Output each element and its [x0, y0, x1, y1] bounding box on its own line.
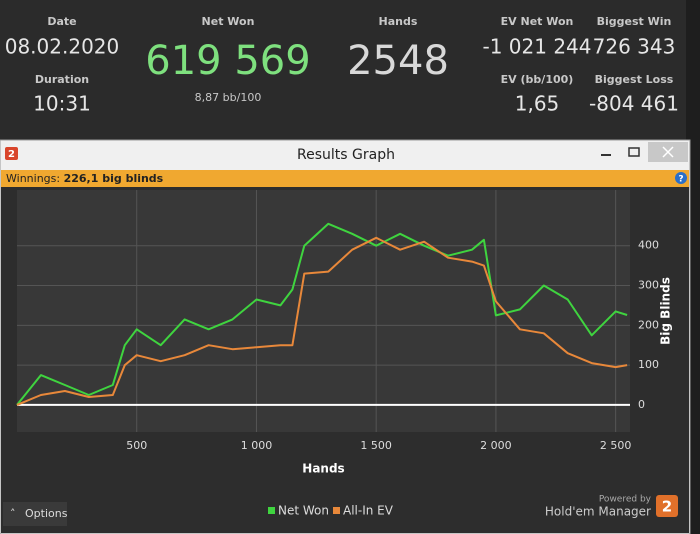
maximize[interactable]: [628, 147, 640, 157]
x-tick-label: 2 000: [480, 439, 512, 452]
value: -1 021 244: [482, 35, 591, 59]
winnings-label: Winnings:: [6, 172, 60, 185]
options[interactable]: Options: [25, 507, 68, 520]
winnings-value: 226,1 big blinds: [64, 172, 164, 185]
y-tick-label: 400: [638, 239, 659, 252]
label: Duration: [35, 73, 89, 86]
winnings-bar: [1, 170, 689, 187]
logo-box: [5, 147, 18, 160]
value: 08.02.2020: [5, 35, 120, 59]
y-tick-label: 100: [638, 358, 659, 371]
label: Biggest Loss: [595, 73, 674, 86]
window-title: Results Graph: [297, 147, 395, 163]
options-caret: ˄: [10, 507, 16, 520]
x-tick-label: 1 000: [241, 439, 273, 452]
results-graph: 500 1 000 1 500 2 000 2 500 0 100 200 300 400 Hand…: [16, 190, 673, 518]
net-won: 619 569: [145, 38, 310, 84]
brand-logo: [656, 495, 678, 517]
x-tick-label: 1 500: [360, 439, 392, 452]
legend-swatch: [268, 507, 275, 514]
label: Net Won: [202, 15, 255, 28]
x-tick-label: 2 500: [600, 439, 632, 452]
x-axis-title: Hands: [302, 462, 344, 476]
value: 1,65: [515, 92, 560, 116]
footer: [1, 500, 689, 533]
logo: 2: [8, 149, 15, 160]
x-tick-label: 500: [126, 439, 147, 452]
value: 726 343: [593, 35, 676, 59]
close-icon: [662, 146, 674, 158]
y-axis-title: Big Blinds: [659, 277, 673, 345]
y-tick-label: 200: [638, 318, 659, 331]
stats-panel: [0, 0, 700, 140]
help[interactable]: [675, 172, 687, 184]
label: Date: [47, 15, 76, 28]
label: Biggest Win: [597, 15, 672, 28]
label: EV Net Won: [501, 15, 574, 28]
value: 10:31: [33, 92, 91, 116]
legend-swatch: [333, 507, 340, 514]
y-tick-label: 300: [638, 279, 659, 292]
powered-by: Powered by: [599, 495, 652, 505]
brand-logo-text: 2: [662, 498, 672, 516]
plot-area: [17, 190, 630, 432]
legend-label: Net Won: [278, 504, 329, 518]
label: EV (bb/100): [501, 73, 574, 86]
value: -804 461: [589, 92, 679, 116]
rate: 8,87 bb/100: [195, 91, 262, 104]
legend-label: All-In EV: [343, 504, 394, 518]
winnings: Winnings: 226,1 big blinds: [6, 172, 164, 185]
hands: 2548: [347, 38, 449, 84]
series-line: [16, 222, 628, 406]
y-tick-label: 0: [638, 398, 645, 411]
options-button[interactable]: [3, 502, 67, 526]
series-line: [16, 236, 628, 406]
label: Hands: [379, 15, 418, 28]
brand: Hold'em Manager: [545, 505, 651, 519]
help-icon: ?: [678, 175, 683, 185]
